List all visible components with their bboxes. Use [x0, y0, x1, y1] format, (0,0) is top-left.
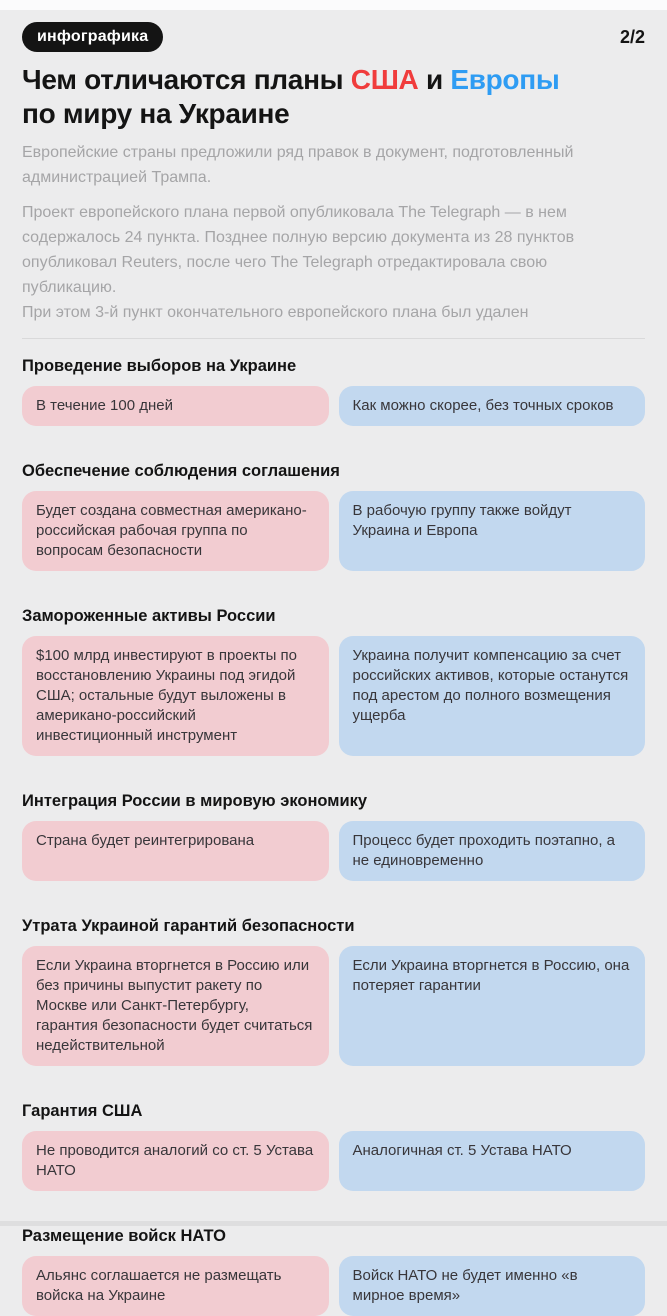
section-header: Гарантия США: [22, 1102, 143, 1120]
section-header: Обеспечение соблюдения соглашения: [22, 462, 340, 480]
us-plan-box: Если Украина вторгнется в Россию или без…: [22, 946, 329, 1066]
infographic-badge: инфографика: [22, 22, 164, 52]
us-plan-box: Альянс соглашается не размещать войска н…: [22, 1256, 329, 1316]
plans-row: Будет создана совместная американо-росси…: [22, 491, 645, 571]
section-header: Интеграция России в мировую экономику: [22, 792, 368, 810]
plans-row: Страна будет реинтегрирована Процесс буд…: [22, 821, 645, 881]
section-header: Утрата Украиной гарантий безопасности: [22, 917, 355, 935]
us-plan-box: Будет создана совместная американо-росси…: [22, 491, 329, 571]
plans-row: Альянс соглашается не размещать войска н…: [22, 1256, 645, 1316]
title-prefix: Чем отличаются планы: [22, 64, 351, 95]
section-header: Замороженные активы России: [22, 607, 276, 625]
section-header: Проведение выборов на Украине: [22, 357, 297, 375]
europe-plan-box: Украина получит компенсацию за счет росс…: [338, 636, 645, 756]
europe-plan-box: Процесс будет проходить поэтапно, а не е…: [338, 821, 645, 881]
europe-plan-box: Если Украина вторгнется в Россию, она по…: [338, 946, 645, 1066]
europe-plan-box: Как можно скорее, без точных сроков: [338, 386, 645, 426]
title-connector: и: [418, 64, 451, 95]
plans-row: $100 млрд инвестируют в проекты по восст…: [22, 636, 645, 756]
us-plan-box: $100 млрд инвестируют в проекты по восст…: [22, 636, 329, 756]
us-plan-box: Страна будет реинтегрирована: [22, 821, 329, 881]
top-strip: [0, 0, 667, 10]
title-us-highlight: США: [350, 64, 419, 95]
title-europe-highlight: Европы: [450, 64, 560, 95]
us-plan-box: В течение 100 дней: [22, 386, 329, 426]
comparison-section: Интеграция России в мировую экономику Ст…: [22, 790, 645, 881]
intro-paragraph: При этом 3-й пункт окончательного европе…: [22, 304, 529, 321]
topbar: инфографика 2/2: [22, 22, 645, 52]
plans-row: В течение 100 дней Как можно скорее, без…: [22, 386, 645, 426]
europe-plan-box: Войск НАТО не будет именно «в мирное вре…: [338, 1256, 645, 1316]
europe-plan-box: В рабочую группу также войдут Украина и …: [338, 491, 645, 571]
intro-paragraph: Проект европейского плана первой опублик…: [22, 204, 575, 296]
section-header: Размещение войск НАТО: [22, 1227, 226, 1245]
comparison-section: Замороженные активы России $100 млрд инв…: [22, 605, 645, 756]
comparison-section: Проведение выборов на Украине В течение …: [22, 355, 645, 426]
page-indicator: 2/2: [619, 26, 645, 47]
comparison-section: Обеспечение соблюдения соглашения Будет …: [22, 460, 645, 571]
us-plan-box: Не проводится аналогий со ст. 5 Устава Н…: [22, 1131, 329, 1191]
plans-row: Если Украина вторгнется в Россию или без…: [22, 946, 645, 1066]
title-line2: по миру на Украине: [22, 98, 290, 129]
comparison-section: Гарантия США Не проводится аналогий со с…: [22, 1100, 645, 1191]
intro-paragraph: Европейские страны предложили ряд правок…: [22, 144, 574, 186]
comparison-section: Утрата Украиной гарантий безопасности Ес…: [22, 915, 645, 1066]
intro-text: Европейские страны предложили ряд правок…: [22, 140, 645, 325]
europe-plan-box: Аналогичная ст. 5 Устава НАТО: [338, 1131, 645, 1191]
comparison-section: Размещение войск НАТО Альянс соглашается…: [22, 1225, 645, 1316]
comparison-sections: Проведение выборов на Украине В течение …: [22, 355, 645, 1316]
plans-row: Не проводится аналогий со ст. 5 Устава Н…: [22, 1131, 645, 1191]
divider: [22, 338, 645, 339]
page-title: Чем отличаются планы США и Европы по миру…: [22, 63, 645, 131]
bottom-strip: [0, 1221, 667, 1226]
